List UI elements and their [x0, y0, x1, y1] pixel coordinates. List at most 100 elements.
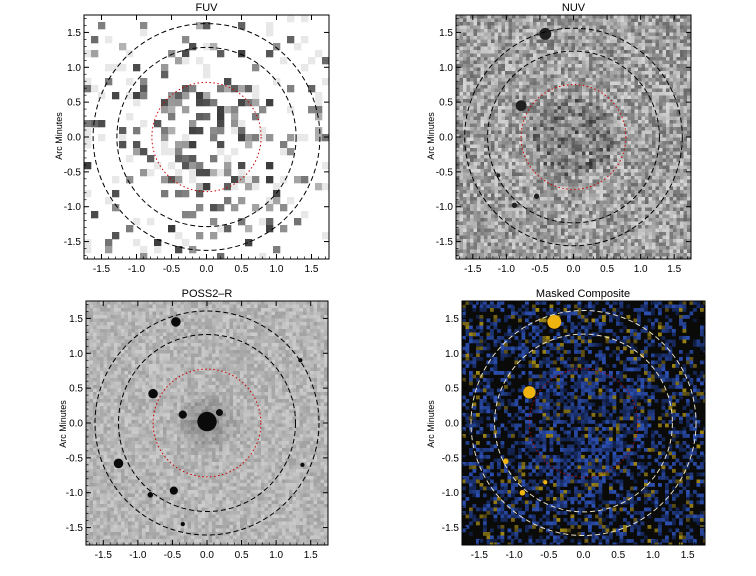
xtick-label-nuv-2: -0.5 — [531, 264, 549, 275]
ytick-label-fuv-5: -1.0 — [64, 202, 82, 213]
source-poss2r-9 — [300, 462, 305, 467]
ytick-label-composite-0: 1.5 — [445, 314, 459, 325]
ytick-label-poss2r-0: 1.5 — [69, 314, 83, 325]
source-poss2r-4 — [197, 411, 217, 432]
aperture-circle-poss2r-2 — [94, 310, 320, 536]
source-composite-3 — [519, 489, 526, 496]
source-poss2r-7 — [147, 492, 154, 498]
xtick-label-fuv-2: -0.5 — [163, 264, 181, 275]
source-poss2r-10 — [180, 521, 185, 527]
source-nuv-0 — [539, 27, 552, 40]
aperture-circle-fuv-0 — [151, 81, 262, 193]
image-poss2r — [86, 301, 328, 545]
xtick-label-composite-6: 1.5 — [681, 550, 695, 561]
source-nuv-1 — [515, 100, 527, 112]
image-composite — [462, 301, 705, 545]
ylabel-nuv: Arc Minutes — [426, 112, 436, 160]
source-composite-1 — [523, 386, 536, 399]
aperture-circle-nuv-2 — [464, 27, 683, 247]
xtick-label-nuv-3: 0.0 — [567, 264, 581, 275]
xtick-label-fuv-1: -1.0 — [128, 264, 146, 275]
source-poss2r-2 — [178, 410, 187, 419]
xtick-label-poss2r-4: 0.5 — [235, 550, 249, 561]
xtick-label-poss2r-1: -1.0 — [129, 550, 147, 561]
aperture-circle-nuv-0 — [520, 84, 627, 190]
source-poss2r-1 — [148, 388, 158, 399]
xtick-label-composite-3: 0.0 — [577, 550, 591, 561]
ytick-label-fuv-3: 0.0 — [67, 133, 81, 144]
ytick-label-fuv-4: -0.5 — [64, 167, 82, 178]
xtick-label-composite-4: 0.5 — [611, 550, 625, 561]
ytick-label-nuv-5: -1.0 — [436, 202, 454, 213]
xtick-label-nuv-1: -1.0 — [498, 264, 516, 275]
xtick-label-fuv-3: 0.0 — [200, 264, 214, 275]
source-nuv-2 — [533, 193, 540, 199]
aperture-circle-poss2r-1 — [118, 334, 296, 512]
source-composite-0 — [547, 315, 562, 329]
ytick-label-nuv-3: 0.0 — [439, 133, 453, 144]
xtick-label-nuv-4: 0.5 — [600, 264, 614, 275]
xtick-label-composite-5: 1.0 — [646, 550, 660, 561]
ytick-label-nuv-4: -0.5 — [436, 167, 454, 178]
ylabel-fuv: Arc Minutes — [54, 112, 64, 160]
ytick-label-poss2r-5: -1.0 — [66, 488, 84, 499]
xtick-label-composite-0: -1.5 — [471, 550, 489, 561]
panel-title-composite: Masked Composite — [536, 288, 630, 300]
xtick-label-composite-2: -0.5 — [540, 550, 558, 561]
ytick-label-poss2r-4: -0.5 — [66, 453, 84, 464]
source-nuv-3 — [511, 202, 518, 209]
aperture-circle-poss2r-0 — [152, 368, 262, 478]
panel-title-poss2r: POSS2–R — [182, 288, 233, 300]
xtick-label-nuv-5: 1.0 — [634, 264, 648, 275]
xtick-label-nuv-0: -1.5 — [464, 264, 482, 275]
ytick-label-nuv-1: 1.0 — [439, 63, 453, 74]
ytick-label-poss2r-3: 0.0 — [69, 419, 83, 430]
ytick-label-nuv-2: 0.5 — [439, 98, 453, 109]
ylabel-poss2r: Arc Minutes — [58, 400, 68, 448]
ytick-label-fuv-1: 1.0 — [67, 63, 81, 74]
aperture-circle-composite-2 — [470, 310, 697, 536]
xtick-label-fuv-0: -1.5 — [93, 264, 111, 275]
xtick-label-poss2r-3: 0.0 — [200, 550, 214, 561]
source-poss2r-3 — [215, 409, 223, 417]
aperture-circle-fuv-1 — [116, 46, 297, 228]
panel-title-fuv: FUV — [196, 2, 219, 14]
source-poss2r-0 — [171, 317, 181, 327]
ytick-label-composite-5: -1.0 — [442, 488, 460, 499]
source-poss2r-5 — [113, 458, 124, 469]
ytick-label-poss2r-2: 0.5 — [69, 384, 83, 395]
ytick-label-nuv-6: -1.5 — [436, 237, 454, 248]
source-composite-2 — [502, 458, 509, 465]
image-nuv — [456, 15, 691, 259]
xtick-label-poss2r-6: 1.5 — [304, 550, 318, 561]
xtick-label-poss2r-2: -0.5 — [164, 550, 182, 561]
xtick-label-poss2r-0: -1.5 — [95, 550, 113, 561]
source-poss2r-6 — [169, 486, 178, 495]
ytick-label-composite-6: -1.5 — [442, 523, 460, 534]
ytick-label-fuv-2: 0.5 — [67, 98, 81, 109]
image-fuv — [84, 15, 329, 259]
ytick-label-poss2r-1: 1.0 — [69, 349, 83, 360]
aperture-circle-composite-1 — [494, 333, 673, 513]
ytick-label-fuv-6: -1.5 — [64, 237, 82, 248]
ytick-label-composite-2: 0.5 — [445, 384, 459, 395]
source-composite-4 — [543, 480, 548, 485]
ytick-label-nuv-0: 1.5 — [439, 28, 453, 39]
xtick-label-nuv-6: 1.5 — [667, 264, 681, 275]
aperture-circle-composite-0 — [528, 368, 639, 478]
aperture-circle-nuv-1 — [487, 50, 660, 224]
xtick-label-poss2r-5: 1.0 — [269, 550, 283, 561]
ytick-label-poss2r-6: -1.5 — [66, 523, 84, 534]
ylabel-composite: Arc Minutes — [426, 400, 436, 448]
ytick-label-composite-3: 0.0 — [445, 419, 459, 430]
xtick-label-composite-1: -1.0 — [505, 550, 523, 561]
ytick-label-composite-1: 1.0 — [445, 349, 459, 360]
xtick-label-fuv-6: 1.5 — [305, 264, 319, 275]
xtick-label-fuv-4: 0.5 — [235, 264, 249, 275]
panel-title-nuv: NUV — [562, 2, 586, 14]
aperture-circle-fuv-2 — [92, 23, 321, 251]
xtick-label-fuv-5: 1.0 — [270, 264, 284, 275]
ytick-label-fuv-0: 1.5 — [67, 28, 81, 39]
ytick-label-composite-4: -0.5 — [442, 453, 460, 464]
